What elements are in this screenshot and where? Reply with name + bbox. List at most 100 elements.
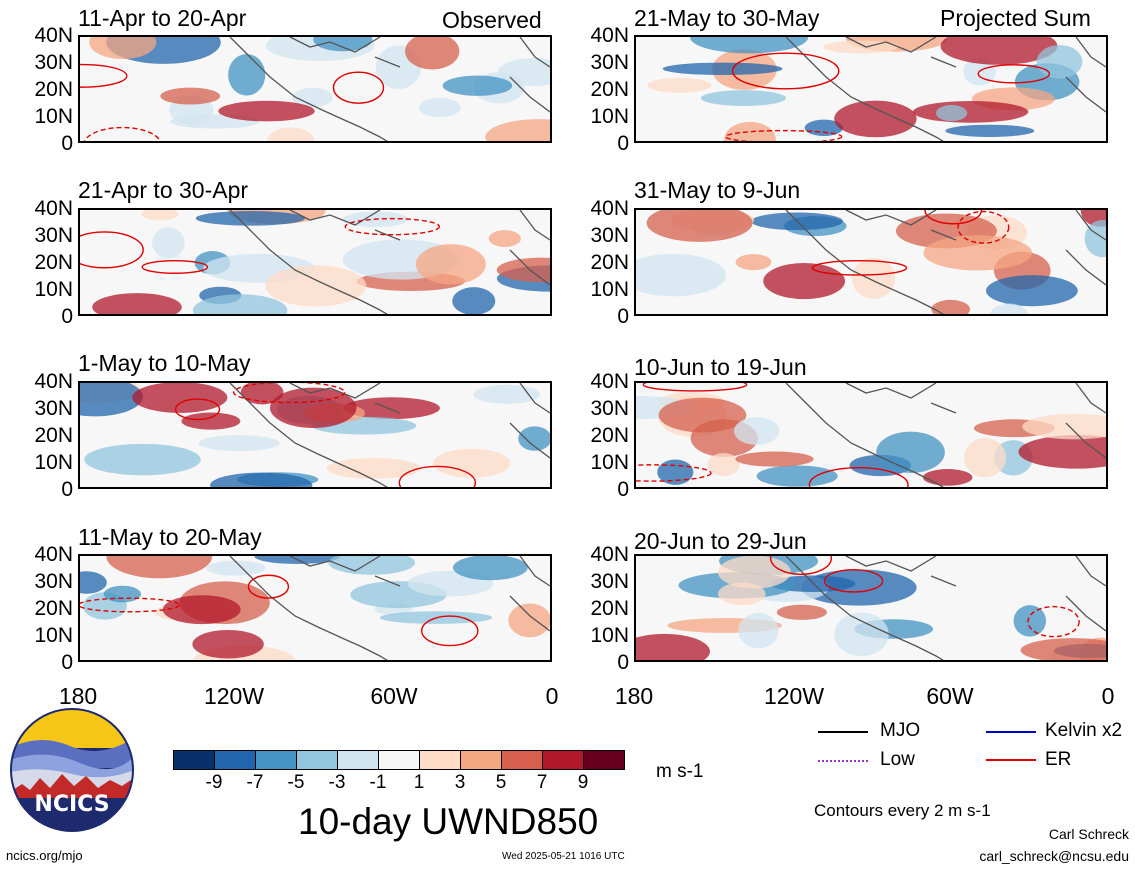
lat-label: 40N [590,197,629,220]
panel-corner-label: Observed [442,7,542,33]
panel-title: 31-May to 9-Jun [634,177,801,203]
wind-anomaly-map [80,210,550,314]
lat-label: 20N [590,424,629,447]
colorbar-tick-label: -9 [205,772,223,793]
map-panel [634,381,1108,489]
lon-label: 0 [545,683,559,709]
lat-label: 20N [34,251,73,274]
lat-label: 10N [590,278,629,301]
colorbar-cell [296,750,338,770]
legend-label-low: Low [880,749,915,770]
legend-label-mjo: MJO [880,720,921,741]
lon-label: 60W [926,683,974,709]
panel-title: 11-May to 20-May [78,524,262,550]
colorbar-units: m s-1 [656,761,704,782]
lat-label: 40N [590,24,629,47]
map-panel [78,381,552,489]
colorbar-tick-label: -3 [328,772,346,793]
lat-label: 30N [34,397,73,420]
colorbar-cell [214,750,256,770]
lat-label: 40N [34,24,73,47]
legend-line-kelvin [986,731,1036,733]
colorbar-tick-label: 9 [577,772,589,793]
colorbar-tick-label: 5 [495,772,507,793]
lat-label: 0 [617,132,629,155]
logo-text: NCICS [34,792,110,817]
lon-label: 120W [203,683,265,709]
legend-line-er [986,759,1036,761]
lat-label: 30N [34,224,73,247]
colorbar-tick-label: -1 [369,772,387,793]
site-url: ncics.org/mjo [6,848,83,863]
ncics-logo: NCICS [10,708,134,832]
lat-label: 30N [590,224,629,247]
lat-label: 10N [590,624,629,647]
legend-line-low [818,760,868,762]
lat-label: 20N [34,424,73,447]
lat-label: 40N [34,197,73,220]
wind-anomaly-map [636,383,1106,487]
map-panel [78,35,552,143]
panel-corner-label: Projected Sum [940,5,1091,31]
panel-title: 21-Apr to 30-Apr [78,177,249,203]
panel-title: 10-Jun to 19-Jun [634,354,807,380]
panel-title: 1-May to 10-May [78,350,251,376]
colorbar-cell [378,750,420,770]
lat-label: 0 [61,651,73,674]
wind-anomaly-map [636,556,1106,660]
lon-label: 0 [1101,683,1115,709]
lat-label: 0 [61,132,73,155]
colorbar-tick-label: -7 [246,772,264,793]
legend-label-kelvin: Kelvin x2 [1045,720,1123,741]
author-name: Carl Schreck [1048,826,1129,842]
timestamp: Wed 2025-05-21 1016 UTC [502,851,625,862]
lat-label: 30N [590,570,629,593]
colorbar-cell [460,750,502,770]
lat-label: 0 [617,478,629,501]
lat-label: 10N [34,278,73,301]
lat-label: 40N [590,370,629,393]
lat-label: 40N [34,543,73,566]
map-panel [78,554,552,662]
lat-label: 10N [34,105,73,128]
lat-label: 10N [34,624,73,647]
lon-label: 120W [763,683,825,709]
lon-label: 180 [58,683,98,709]
map-panel [78,208,552,316]
lon-label: 60W [370,683,418,709]
lat-label: 0 [617,305,629,328]
panel-title: 21-May to 30-May [634,5,820,31]
panel-title: 11-Apr to 20-Apr [78,5,247,31]
colorbar-tick-label: -5 [287,772,305,793]
colorbar-tick-label: 7 [536,772,548,793]
colorbar-cell [255,750,297,770]
legend-line-mjo [818,731,868,733]
wind-anomaly-map [636,37,1106,141]
lat-label: 0 [617,651,629,674]
map-panel [634,208,1108,316]
lat-label: 20N [590,78,629,101]
lon-label: 180 [614,683,654,709]
author-email: carl_schreck@ncsu.edu [979,848,1129,864]
colorbar-cell [173,750,215,770]
lat-label: 20N [34,597,73,620]
lat-label: 20N [34,78,73,101]
panel-title: 20-Jun to 29-Jun [634,528,807,554]
colorbar-cell [419,750,461,770]
lat-label: 30N [34,570,73,593]
map-panel [634,35,1108,143]
colorbar-cell [583,750,625,770]
map-panel [634,554,1108,662]
lat-label: 0 [61,305,73,328]
lat-label: 10N [34,451,73,474]
wind-anomaly-map [80,37,550,141]
lat-label: 30N [34,51,73,74]
legend-label-er: ER [1045,749,1072,770]
wind-anomaly-map [80,383,550,487]
lat-label: 10N [590,105,629,128]
lat-label: 30N [590,51,629,74]
lat-label: 20N [590,597,629,620]
lat-label: 30N [590,397,629,420]
lat-label: 10N [590,451,629,474]
wind-anomaly-map [636,210,1106,314]
